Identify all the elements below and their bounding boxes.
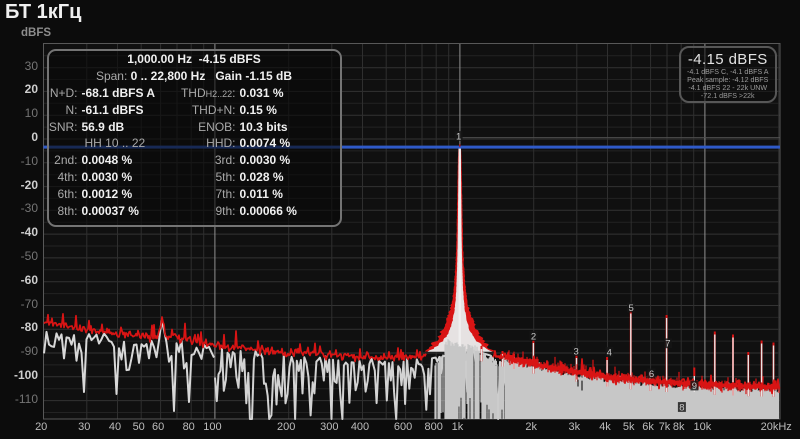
svg-text:9: 9 bbox=[692, 381, 697, 392]
svg-text:5: 5 bbox=[628, 303, 633, 314]
svg-text:7: 7 bbox=[665, 339, 670, 350]
svg-text:8: 8 bbox=[679, 402, 684, 413]
svg-text:1: 1 bbox=[456, 131, 461, 142]
svg-text:3: 3 bbox=[574, 346, 579, 357]
svg-text:6: 6 bbox=[649, 369, 654, 380]
svg-text:4: 4 bbox=[607, 347, 612, 358]
svg-text:2: 2 bbox=[531, 331, 536, 342]
